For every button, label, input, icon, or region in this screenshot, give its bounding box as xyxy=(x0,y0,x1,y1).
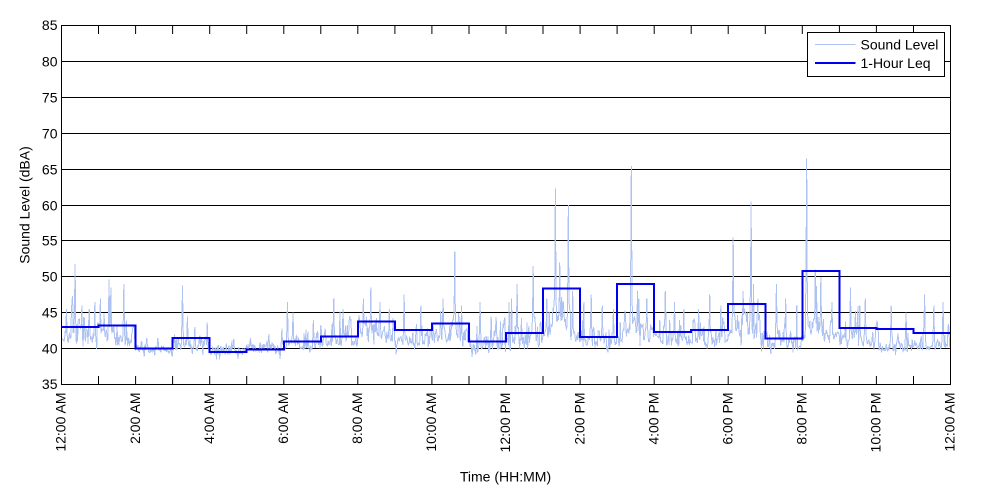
svg-text:2:00 PM: 2:00 PM xyxy=(571,393,587,445)
svg-text:2:00 AM: 2:00 AM xyxy=(127,393,143,444)
svg-text:60: 60 xyxy=(42,197,58,213)
svg-text:6:00 AM: 6:00 AM xyxy=(275,393,291,444)
svg-text:4:00 PM: 4:00 PM xyxy=(645,393,661,445)
svg-text:80: 80 xyxy=(42,53,58,69)
svg-text:12:00 AM: 12:00 AM xyxy=(53,393,69,452)
svg-text:40: 40 xyxy=(42,340,58,356)
svg-text:10:00 AM: 10:00 AM xyxy=(423,393,439,452)
svg-text:35: 35 xyxy=(42,376,58,392)
svg-text:8:00 AM: 8:00 AM xyxy=(349,393,365,444)
svg-text:10:00 PM: 10:00 PM xyxy=(868,393,884,453)
svg-text:Time (HH:MM): Time (HH:MM) xyxy=(460,469,551,485)
svg-text:12:00 PM: 12:00 PM xyxy=(497,393,513,453)
svg-text:50: 50 xyxy=(42,268,58,284)
svg-text:1-Hour Leq: 1-Hour Leq xyxy=(861,55,931,71)
svg-text:45: 45 xyxy=(42,304,58,320)
svg-text:55: 55 xyxy=(42,232,58,248)
svg-text:85: 85 xyxy=(42,17,58,33)
svg-text:65: 65 xyxy=(42,161,58,177)
svg-text:Sound Level: Sound Level xyxy=(861,36,939,52)
svg-text:4:00 AM: 4:00 AM xyxy=(201,393,217,444)
svg-text:8:00 PM: 8:00 PM xyxy=(794,393,810,445)
svg-text:70: 70 xyxy=(42,125,58,141)
svg-text:Sound Level (dBA): Sound Level (dBA) xyxy=(17,146,33,264)
svg-text:6:00 PM: 6:00 PM xyxy=(719,393,735,445)
svg-text:12:00 AM: 12:00 AM xyxy=(942,393,958,452)
svg-text:75: 75 xyxy=(42,89,58,105)
